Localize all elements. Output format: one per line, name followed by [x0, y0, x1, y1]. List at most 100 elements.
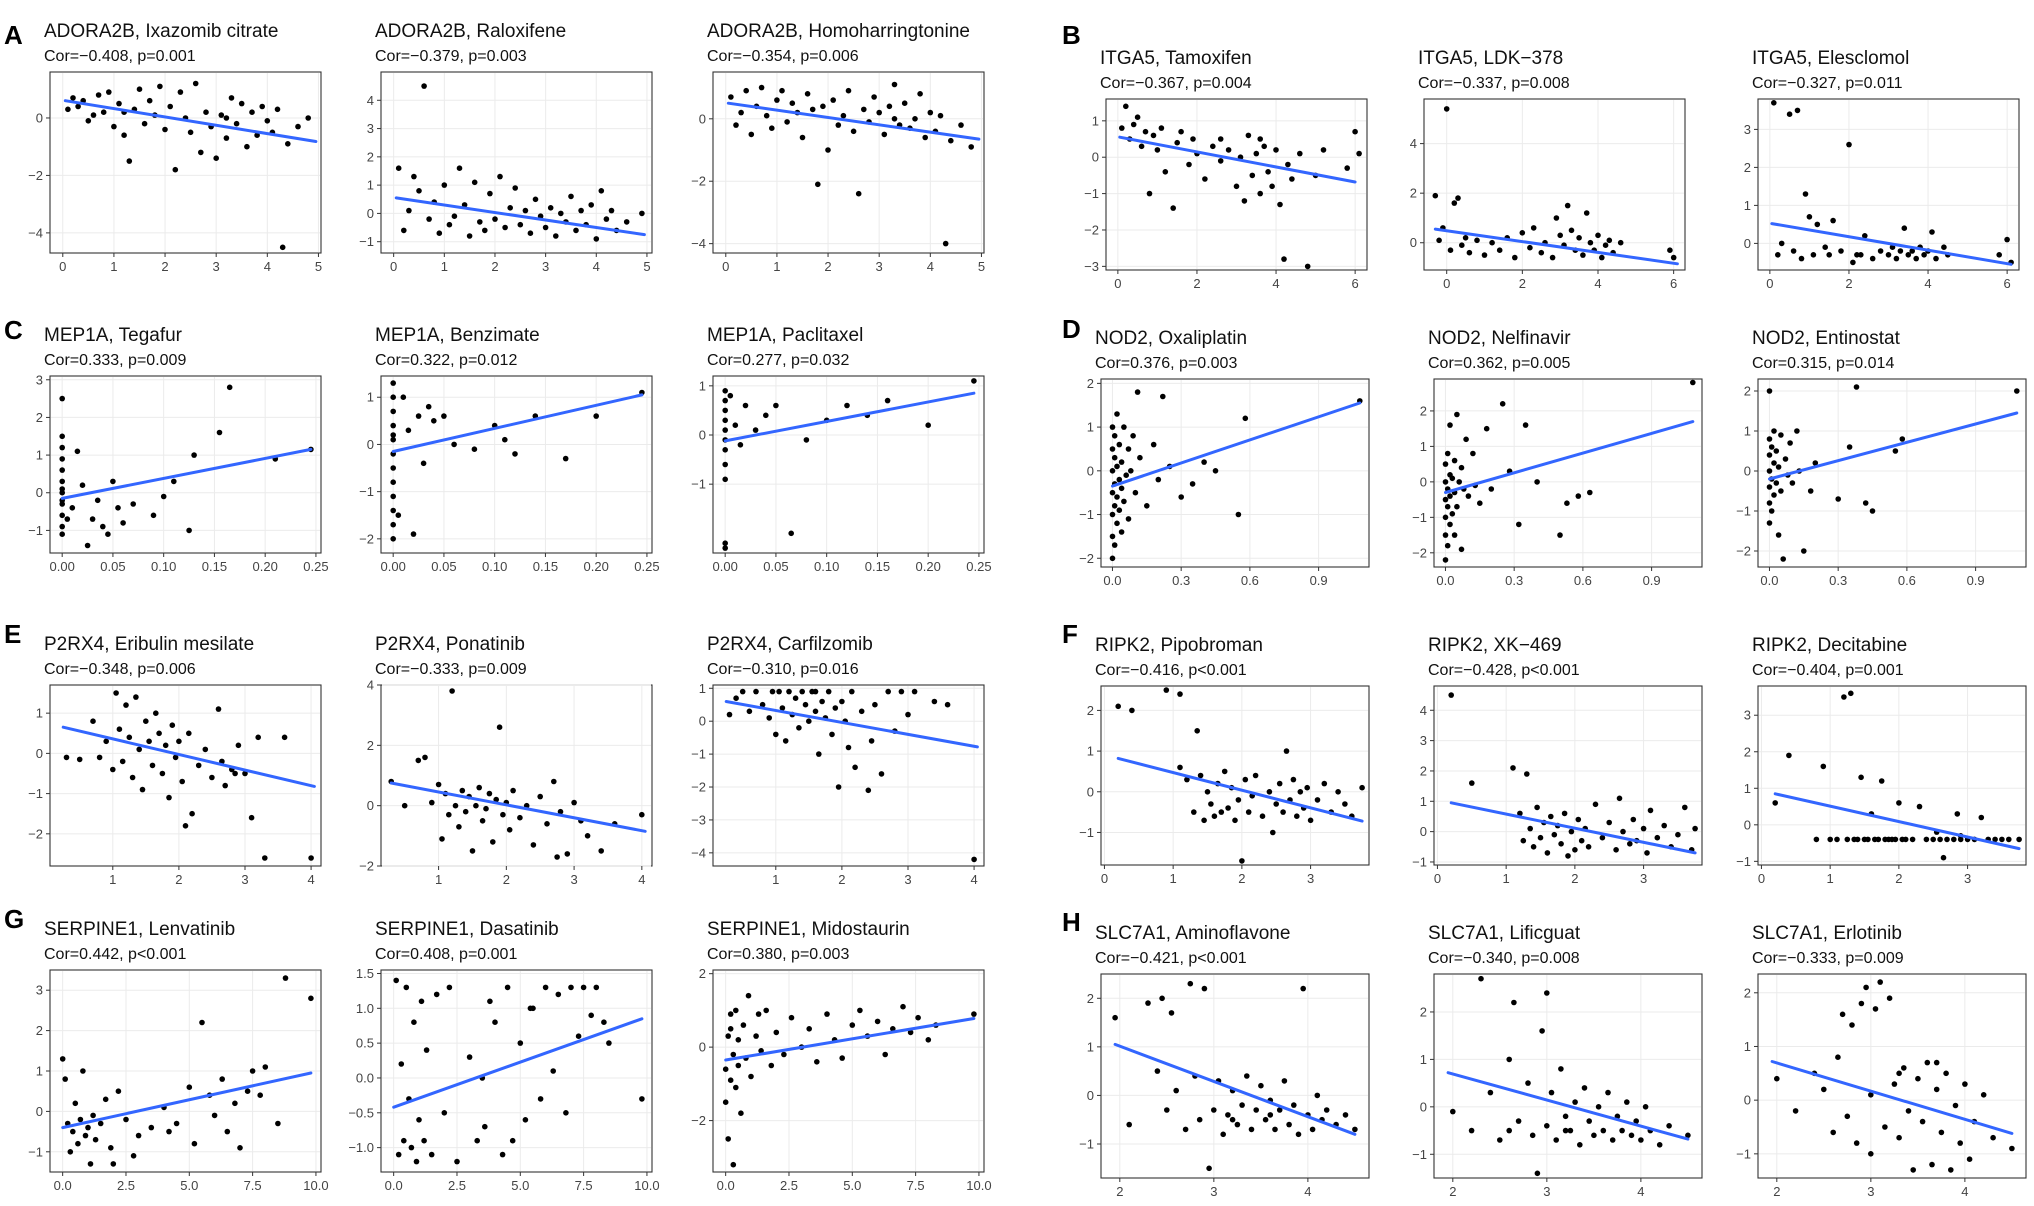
x-tick-label: 0: [1114, 276, 1121, 291]
scatter-point: [1882, 1124, 1888, 1130]
scatter-point: [1602, 242, 1609, 248]
scatter-point: [766, 715, 772, 721]
scatter-point: [149, 762, 156, 769]
scatter-point: [390, 493, 397, 500]
y-tick-label: −1: [28, 786, 43, 801]
scatter-panel: NOD2, Entinostat Cor=0.315, p=0.014 0.0 0.3…: [1736, 328, 2027, 588]
scatter-point: [832, 705, 839, 711]
scatter-point: [133, 694, 139, 700]
scatter-point: [136, 86, 143, 92]
panel-letter: H: [1062, 907, 1081, 937]
scatter-point: [922, 134, 928, 141]
scatter-point: [452, 802, 459, 809]
scatter-point: [1111, 503, 1118, 509]
scatter-point: [1134, 114, 1141, 120]
scatter-point: [845, 744, 852, 751]
scatter-point: [1892, 448, 1899, 454]
scatter-point: [562, 455, 569, 462]
correlation-label: Cor=0.442, p<0.001: [44, 946, 186, 963]
scatter-point: [1772, 800, 1778, 806]
scatter-point: [413, 1158, 420, 1165]
scatter-point: [150, 512, 157, 519]
scatter-point: [968, 144, 974, 150]
scatter-point: [758, 84, 765, 91]
scatter-point: [418, 998, 425, 1005]
x-tick-label: 1: [1827, 871, 1834, 886]
scatter-point: [59, 478, 65, 485]
scatter-point: [153, 710, 159, 716]
scatter-point: [506, 827, 513, 833]
scatter-point: [763, 112, 770, 119]
scatter-point: [1877, 979, 1883, 985]
x-tick-label: 0.20: [253, 559, 278, 574]
scatter-point: [1787, 440, 1793, 446]
x-tick-label: 2.5: [448, 1178, 466, 1193]
scatter-point: [1978, 814, 1985, 821]
scatter-point: [1587, 239, 1594, 246]
scatter-point: [537, 793, 543, 800]
scatter-point: [1771, 100, 1777, 106]
scatter-point: [1137, 454, 1143, 461]
y-tick-label: −4: [691, 236, 706, 251]
scatter-point: [171, 478, 177, 485]
scatter-point: [1548, 813, 1554, 820]
regression-line: [61, 1071, 313, 1130]
scatter-point: [578, 207, 584, 214]
scatter-point: [1496, 247, 1503, 253]
correlation-label: Cor=−0.333, p=0.009: [1752, 950, 1904, 967]
scatter-point: [1670, 254, 1677, 261]
scatter-point: [75, 103, 81, 110]
correlation-label: Cor=0.315, p=0.014: [1752, 355, 1894, 372]
scatter-point: [722, 427, 728, 433]
scatter-point: [259, 103, 266, 110]
scatter-point: [223, 115, 230, 121]
scatter-point: [1235, 797, 1242, 803]
scatter-point: [211, 1112, 218, 1119]
scatter-point: [75, 1140, 81, 1147]
scatter-point: [1599, 254, 1605, 261]
scatter-point: [1163, 687, 1170, 693]
x-tick-label: 1: [109, 872, 116, 887]
regression-line: [724, 700, 979, 749]
plot-title: ITGA5, Tamoxifen: [1100, 48, 1252, 69]
y-tick-label: 1: [1420, 1052, 1427, 1067]
regression-line: [1770, 222, 2013, 266]
x-tick-label: 0.3: [1829, 573, 1847, 588]
scatter-point: [1786, 111, 1793, 117]
scatter-point: [390, 465, 397, 471]
scatter-point: [1789, 480, 1796, 486]
scatter-point: [85, 118, 92, 124]
x-tick-label: 2: [161, 259, 168, 274]
scatter-point: [244, 143, 250, 150]
scatter-point: [1189, 481, 1196, 487]
x-tick-label: 10.0: [303, 1178, 328, 1193]
scatter-point: [1307, 817, 1314, 824]
scatter-point: [758, 1048, 764, 1054]
scatter-point: [1957, 1140, 1963, 1146]
scatter-point: [1529, 1132, 1536, 1139]
scatter-point: [1794, 107, 1801, 114]
scatter-panel: C MEP1A, Tegafur Cor=0.333, p=0.009 0.00 0.0…: [4, 315, 329, 574]
panel-letter: E: [4, 619, 21, 649]
scatter-point: [96, 754, 103, 761]
scatter-point: [830, 97, 836, 103]
scatter-point: [1130, 121, 1137, 128]
scatter-point: [857, 1007, 863, 1014]
scatter-point: [121, 132, 127, 138]
plot-title: RIPK2, XK−469: [1428, 635, 1562, 656]
scatter-point: [872, 701, 878, 708]
scatter-point: [937, 112, 944, 119]
y-tick-label: −2: [1084, 222, 1099, 237]
regression-line: [1118, 135, 1357, 184]
scatter-point: [553, 233, 559, 239]
scatter-point: [166, 794, 172, 801]
scatter-point: [1775, 532, 1782, 538]
scatter-point: [1488, 486, 1495, 492]
scatter-point: [1204, 789, 1211, 795]
scatter-point: [740, 1022, 747, 1028]
scatter-point: [1118, 485, 1125, 492]
scatter-point: [1202, 176, 1208, 182]
scatter-point: [1119, 125, 1125, 131]
scatter-point: [763, 1007, 769, 1014]
y-tick-label: 0: [1744, 1093, 1751, 1108]
